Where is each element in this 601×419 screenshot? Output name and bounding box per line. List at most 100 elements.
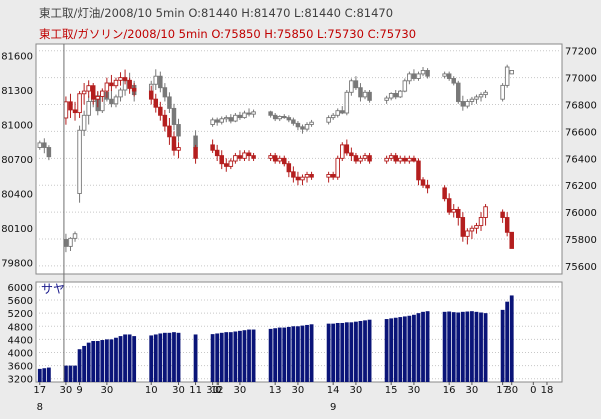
spread-bar — [416, 313, 421, 382]
spread-bar — [233, 331, 238, 382]
kerosene-tick-label: 81000 — [1, 121, 33, 132]
gasoline-candle — [398, 157, 403, 162]
gasoline-candle — [330, 174, 336, 178]
gasoline-candle — [72, 109, 78, 114]
kerosene-candle — [326, 117, 331, 123]
time-axis-label: 30 — [172, 385, 185, 396]
kerosene-candle — [153, 75, 159, 85]
gasoline-candle — [349, 152, 354, 157]
spread-bar — [474, 311, 479, 382]
gasoline-candle — [411, 157, 417, 162]
kerosene-tick-label: 79800 — [1, 259, 33, 270]
kerosene-candle — [242, 112, 247, 119]
spread-bar — [251, 329, 256, 382]
spread-bar — [268, 328, 273, 382]
gasoline-candle — [282, 157, 287, 165]
kerosene-candle — [37, 142, 43, 148]
kerosene-candle — [420, 69, 426, 75]
kerosene-candle — [469, 98, 475, 102]
spread-bar — [460, 311, 465, 382]
kerosene-candle — [425, 69, 430, 77]
spread-bar — [37, 368, 42, 382]
spread-bar — [335, 322, 340, 382]
time-axis-label: 9 — [76, 385, 82, 396]
gasoline-candle — [118, 77, 123, 81]
kerosene-candle — [309, 121, 314, 125]
gasoline-candle — [86, 85, 91, 92]
spread-bar — [421, 311, 425, 382]
time-axis-label: 14 — [327, 385, 340, 396]
spread-tick-label: 5200 — [8, 309, 33, 320]
spread-tick-label: 4000 — [8, 348, 33, 359]
gasoline-candle — [193, 147, 198, 159]
time-axis-label: 30 — [101, 385, 114, 396]
gasoline-candle — [335, 157, 340, 178]
spread-bar — [326, 323, 331, 382]
spread-bar — [242, 330, 247, 382]
kerosene-candle — [384, 97, 389, 101]
gasoline-candle — [95, 96, 101, 100]
spread-bar — [91, 341, 96, 382]
gasoline-candle — [402, 157, 408, 162]
gasoline-candle — [104, 82, 110, 92]
kerosene-candle — [210, 119, 215, 125]
spread-bar — [354, 321, 358, 382]
time-axis-label: 30 — [60, 385, 73, 396]
gasoline-candle — [295, 176, 301, 181]
chart-header: 東工取/灯油/2008/10 5min O:81440 H:81470 L:81… — [39, 6, 416, 41]
spread-bar — [393, 317, 398, 382]
spread-bar — [118, 336, 123, 382]
kerosene-candle — [474, 96, 479, 100]
spread-bar — [442, 311, 447, 382]
gasoline-candle — [469, 227, 475, 232]
gasoline-candle — [246, 152, 252, 157]
spread-bar — [114, 337, 118, 382]
gasoline-candle — [504, 217, 510, 233]
spread-bar — [86, 342, 91, 382]
spread-bar — [340, 322, 345, 382]
gasoline-candle — [90, 85, 96, 100]
gasoline-candle — [210, 144, 215, 151]
spread-bar — [300, 325, 305, 382]
gasoline-candle — [228, 160, 234, 167]
spread-bar — [331, 323, 336, 382]
kerosene-candle — [393, 92, 398, 98]
kerosene-candle — [388, 92, 394, 99]
kerosene-candle — [81, 114, 87, 131]
spread-bar — [309, 324, 314, 382]
kerosene-candle — [446, 73, 452, 79]
spread-bar — [358, 321, 363, 382]
gasoline-tick-label: 76200 — [565, 181, 597, 192]
gasoline-tick-label: 77000 — [565, 74, 597, 85]
kerosene-candle — [86, 101, 91, 116]
spread-bar — [344, 322, 349, 382]
spread-bar — [398, 317, 403, 382]
spread-bar — [389, 318, 394, 382]
gasoline-header: 東工取/ガソリン/2008/10 5min O:75850 H:75850 L:… — [39, 27, 416, 41]
spread-bar — [407, 315, 412, 382]
kerosene-candle — [416, 73, 421, 79]
kerosene-candle — [344, 91, 350, 114]
gasoline-candle — [367, 155, 372, 162]
time-axis-label: 13 — [269, 385, 282, 396]
gasoline-candle — [224, 163, 229, 167]
spread-bar — [447, 311, 452, 382]
gasoline-candle — [122, 77, 128, 81]
gasoline-candle — [358, 157, 363, 162]
gasoline-tick-label: 77200 — [565, 47, 597, 58]
kerosene-candle — [171, 107, 177, 125]
gasoline-tick-label: 76800 — [565, 101, 597, 112]
spread-bar — [456, 312, 461, 382]
gasoline-candle — [268, 155, 273, 159]
spread-bar — [224, 332, 229, 382]
gasoline-tick-label: 76600 — [565, 127, 597, 138]
spread-bar — [363, 320, 367, 382]
gasoline-candle — [420, 179, 426, 186]
spread-bar — [68, 365, 73, 382]
spread-panel: 3200 3600 4000 4400 4800 5200 5600 6000 サヤ — [8, 281, 563, 386]
gasoline-tick-label: 75600 — [565, 262, 597, 273]
main-price-panel: 79800 80100 80400 80700 81000 81300 81600 75600… — [1, 43, 597, 275]
kerosene-candle — [224, 117, 229, 120]
spread-bar — [104, 339, 109, 382]
